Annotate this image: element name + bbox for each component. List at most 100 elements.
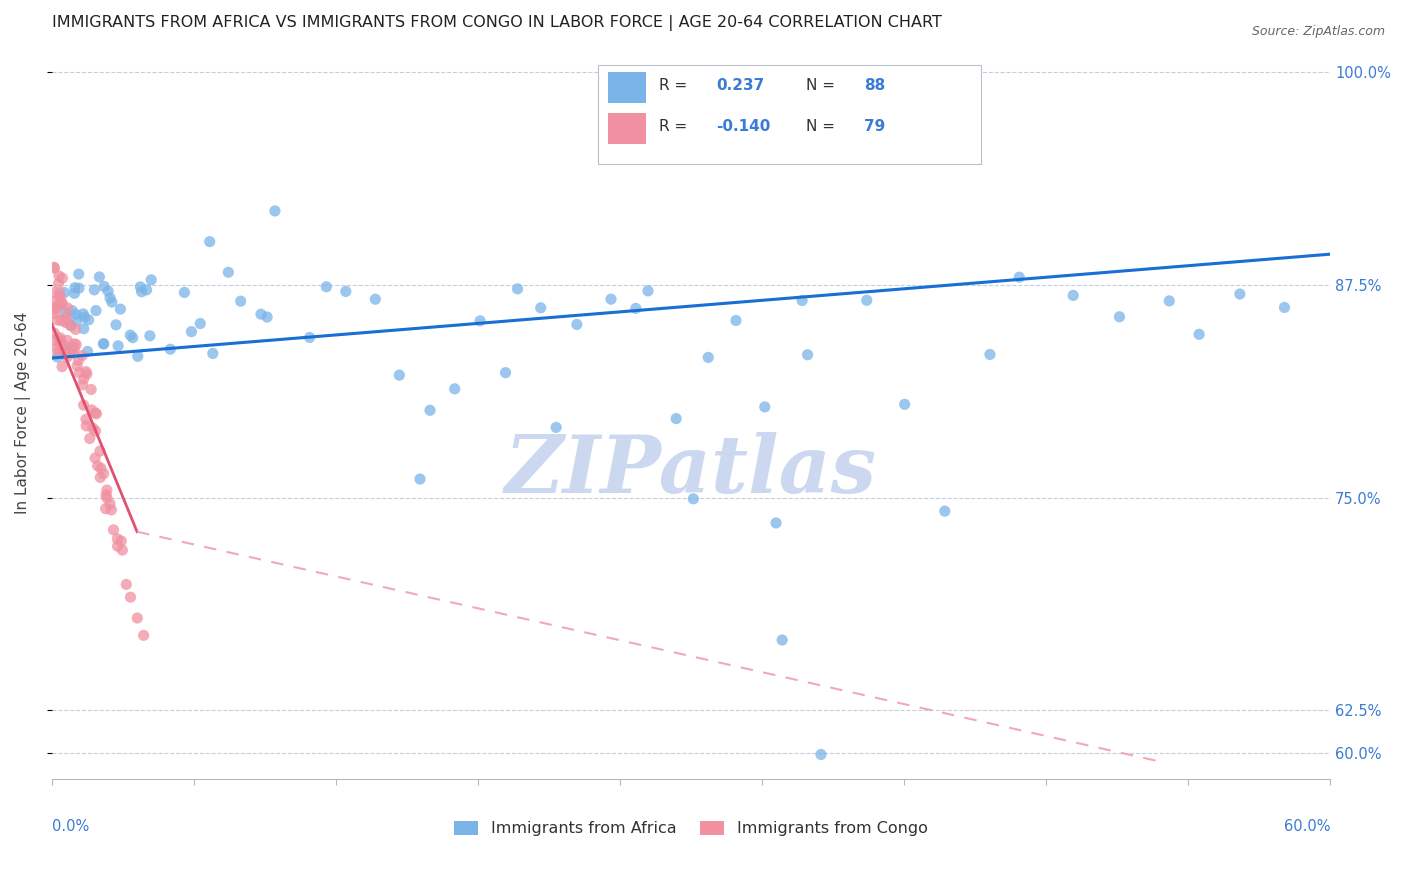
Point — [724, 313, 747, 327]
Point — [1229, 287, 1251, 301]
Point — [120, 590, 142, 604]
Point — [89, 470, 111, 484]
Point — [55, 313, 77, 327]
Point — [44, 307, 66, 321]
Point — [298, 330, 321, 344]
Point — [63, 286, 86, 301]
Point — [107, 539, 129, 553]
Point — [770, 632, 793, 647]
Point — [65, 337, 87, 351]
Point — [84, 406, 107, 420]
Point — [468, 314, 491, 328]
Text: 0.237: 0.237 — [717, 78, 765, 93]
Point — [180, 325, 202, 339]
Text: R =: R = — [659, 119, 688, 134]
Point — [754, 400, 776, 414]
Point — [665, 411, 688, 425]
Point — [82, 421, 104, 435]
Point — [51, 295, 73, 310]
Point — [55, 316, 77, 330]
Point — [93, 279, 115, 293]
Point — [256, 310, 278, 324]
Point — [44, 294, 66, 309]
Point — [107, 339, 129, 353]
Point — [75, 418, 97, 433]
Point — [52, 343, 75, 358]
Point — [60, 303, 83, 318]
Point — [66, 359, 89, 373]
Point — [139, 328, 162, 343]
Point — [810, 747, 832, 762]
Point — [855, 293, 877, 308]
Point — [1108, 310, 1130, 324]
Text: -0.140: -0.140 — [717, 119, 770, 134]
Point — [110, 534, 132, 549]
Point — [93, 467, 115, 481]
Point — [49, 290, 72, 304]
Point — [73, 372, 96, 386]
Text: 79: 79 — [863, 119, 884, 134]
Point — [765, 516, 787, 530]
Point — [79, 432, 101, 446]
Text: 0.0%: 0.0% — [52, 819, 89, 834]
Point — [1159, 293, 1181, 308]
Point — [65, 314, 87, 328]
Point — [49, 331, 72, 345]
Point — [53, 285, 76, 300]
Point — [201, 346, 224, 360]
Point — [495, 366, 517, 380]
Point — [48, 277, 70, 291]
Point — [637, 284, 659, 298]
Point — [73, 322, 96, 336]
Point — [388, 368, 411, 383]
Point — [46, 341, 69, 355]
Point — [98, 497, 121, 511]
Point — [49, 338, 72, 352]
Point — [63, 342, 86, 356]
Point — [111, 543, 134, 558]
Point — [89, 444, 111, 458]
Point — [42, 260, 65, 275]
Point — [60, 341, 83, 355]
Point — [59, 345, 82, 359]
Point — [75, 412, 97, 426]
Point — [76, 367, 98, 381]
Text: N =: N = — [806, 78, 835, 93]
Point — [979, 347, 1001, 361]
Point — [335, 285, 357, 299]
Point — [44, 326, 66, 341]
Text: IMMIGRANTS FROM AFRICA VS IMMIGRANTS FROM CONGO IN LABOR FORCE | AGE 20-64 CORRE: IMMIGRANTS FROM AFRICA VS IMMIGRANTS FRO… — [52, 15, 942, 31]
Point — [83, 283, 105, 297]
Bar — [607, 113, 647, 144]
Point — [409, 472, 432, 486]
Point — [132, 628, 155, 642]
Text: N =: N = — [806, 119, 835, 134]
Point — [46, 313, 69, 327]
Point — [75, 365, 97, 379]
Point — [530, 301, 553, 315]
Point — [67, 366, 90, 380]
Point — [53, 306, 76, 320]
Point — [934, 504, 956, 518]
Point — [159, 343, 181, 357]
Point — [105, 532, 128, 546]
Point — [198, 235, 221, 249]
Point — [129, 280, 152, 294]
Point — [73, 310, 96, 325]
Point — [51, 314, 73, 328]
Point — [93, 336, 115, 351]
Point — [80, 383, 103, 397]
Point — [217, 265, 239, 279]
Point — [48, 334, 70, 348]
Y-axis label: In Labor Force | Age 20-64: In Labor Force | Age 20-64 — [15, 311, 31, 514]
Point — [97, 284, 120, 298]
Point — [46, 350, 69, 364]
Point — [44, 285, 66, 300]
Point — [141, 273, 163, 287]
Point — [600, 292, 623, 306]
Point — [1008, 270, 1031, 285]
Point — [42, 334, 65, 348]
Point — [49, 334, 72, 348]
Point — [48, 268, 70, 283]
Point — [46, 345, 69, 359]
